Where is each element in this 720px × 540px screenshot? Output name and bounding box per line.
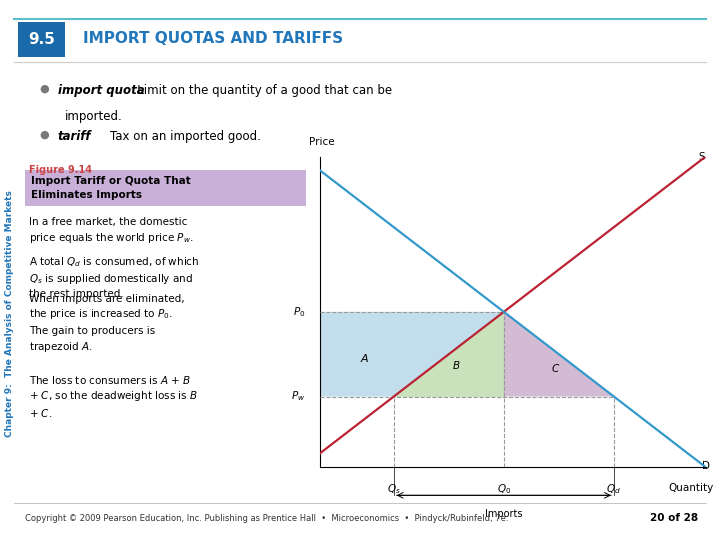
Text: Tax on an imported good.: Tax on an imported good. (95, 130, 261, 143)
Text: S: S (698, 152, 705, 162)
Text: The loss to consumers is $A$ + $B$
+ $C$, so the deadweight loss is $B$
+ $C$.: The loss to consumers is $A$ + $B$ + $C$… (29, 374, 197, 418)
Polygon shape (320, 312, 504, 396)
Text: A total $Q_d$ is consumed, of which
$Q_s$ is supplied domestically and
the rest : A total $Q_d$ is consumed, of which $Q_s… (29, 255, 199, 299)
Text: IMPORT QUOTAS AND TARIFFS: IMPORT QUOTAS AND TARIFFS (83, 31, 343, 46)
Text: D: D (702, 462, 710, 471)
Text: $Q_s$: $Q_s$ (387, 483, 400, 496)
Polygon shape (504, 312, 614, 396)
Text: $C$: $C$ (551, 362, 559, 374)
Text: Quantity: Quantity (668, 483, 714, 492)
Text: import quota: import quota (58, 84, 144, 97)
Text: 9.5: 9.5 (28, 32, 55, 46)
Text: $Q_0$: $Q_0$ (497, 483, 511, 496)
Text: $B$: $B$ (452, 360, 460, 372)
Text: When imports are eliminated,
the price is increased to $P_0$.: When imports are eliminated, the price i… (29, 294, 184, 321)
Text: $P_w$: $P_w$ (291, 390, 305, 403)
Text: Price: Price (309, 137, 335, 147)
Text: Chapter 9:  The Analysis of Competitive Markets: Chapter 9: The Analysis of Competitive M… (5, 190, 14, 437)
Text: $P_0$: $P_0$ (292, 305, 305, 319)
Text: ●: ● (40, 84, 50, 94)
Text: Figure 9.14: Figure 9.14 (29, 165, 92, 175)
Text: Import Tariff or Quota That
Eliminates Imports: Import Tariff or Quota That Eliminates I… (31, 177, 191, 199)
Text: Limit on the quantity of a good that can be: Limit on the quantity of a good that can… (126, 84, 392, 97)
Text: $Q_d$: $Q_d$ (606, 483, 621, 496)
Text: $A$: $A$ (360, 353, 369, 364)
Text: 20 of 28: 20 of 28 (650, 514, 698, 523)
Text: Imports: Imports (485, 509, 523, 519)
Text: Copyright © 2009 Pearson Education, Inc. Publishing as Prentice Hall  •  Microec: Copyright © 2009 Pearson Education, Inc.… (25, 514, 509, 523)
Text: imported.: imported. (65, 110, 122, 123)
Text: The gain to producers is
trapezoid $A$.: The gain to producers is trapezoid $A$. (29, 326, 155, 354)
Text: tariff: tariff (58, 130, 91, 143)
Polygon shape (394, 312, 504, 396)
Text: ●: ● (40, 130, 50, 140)
Text: In a free market, the domestic
price equals the world price $P_w$.: In a free market, the domestic price equ… (29, 217, 194, 245)
